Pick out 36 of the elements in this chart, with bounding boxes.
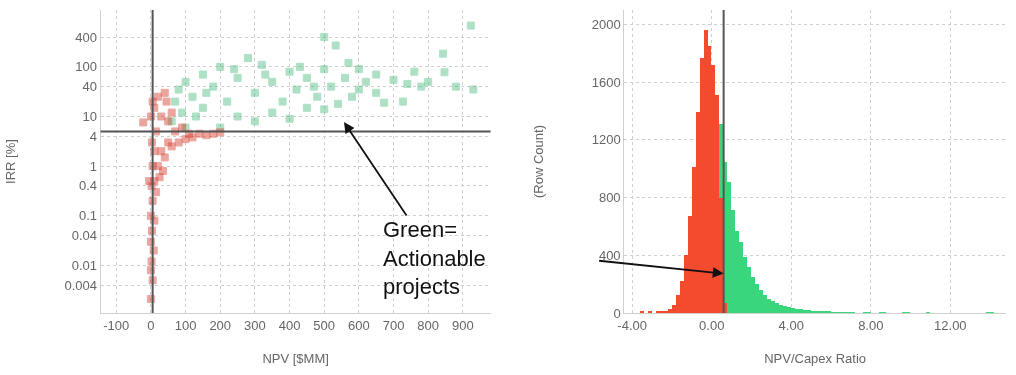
x-tick-label: 100 bbox=[174, 317, 197, 333]
x-axis-title: NPV/Capex Ratio bbox=[764, 351, 867, 367]
y-tick-label: 1 bbox=[89, 158, 98, 174]
x-tick-label: 700 bbox=[382, 317, 405, 333]
y-tick-label: 0.1 bbox=[78, 208, 98, 224]
x-tick-label: 400 bbox=[278, 317, 301, 333]
x-tick-label: 900 bbox=[452, 317, 474, 333]
x-tick-label: 4.00 bbox=[778, 317, 804, 333]
y-axis-title: (Row Count) bbox=[530, 125, 546, 198]
y-axis-title: IRR [%] bbox=[3, 139, 19, 184]
x-tick-label: 200 bbox=[209, 317, 232, 333]
x-tick-label: 300 bbox=[244, 317, 266, 333]
x-tick-label: -100 bbox=[103, 317, 130, 333]
y-tick-label: 800 bbox=[598, 190, 621, 206]
x-tick-label: 8.00 bbox=[858, 317, 884, 333]
y-tick-label: 10 bbox=[82, 109, 98, 125]
x-tick-label: 0.00 bbox=[699, 317, 725, 333]
y-tick-label: 0.4 bbox=[78, 178, 98, 194]
y-tick-label: 0.004 bbox=[64, 277, 98, 293]
x-tick-label: 12.00 bbox=[934, 317, 967, 333]
x-tick-label: 800 bbox=[417, 317, 440, 333]
y-tick-label: 400 bbox=[598, 247, 621, 263]
y-tick-label: 1200 bbox=[591, 132, 621, 148]
annotation: Green= Actionable projects bbox=[383, 217, 486, 300]
y-tick-label: 0.01 bbox=[71, 257, 98, 273]
y-tick-label: 1600 bbox=[591, 74, 621, 90]
y-tick-label: 4 bbox=[89, 128, 98, 144]
y-tick-label: 400 bbox=[75, 29, 98, 45]
y-tick-label: 0.04 bbox=[71, 228, 98, 244]
y-tick-label: 2000 bbox=[591, 16, 621, 32]
x-axis-title: NPV [$MM] bbox=[262, 351, 329, 367]
x-tick-label: 0 bbox=[147, 317, 155, 333]
x-tick-label: 500 bbox=[313, 317, 336, 333]
x-tick-label: 600 bbox=[348, 317, 370, 333]
y-tick-label: 40 bbox=[82, 79, 98, 95]
y-tick-label: 100 bbox=[75, 59, 98, 75]
